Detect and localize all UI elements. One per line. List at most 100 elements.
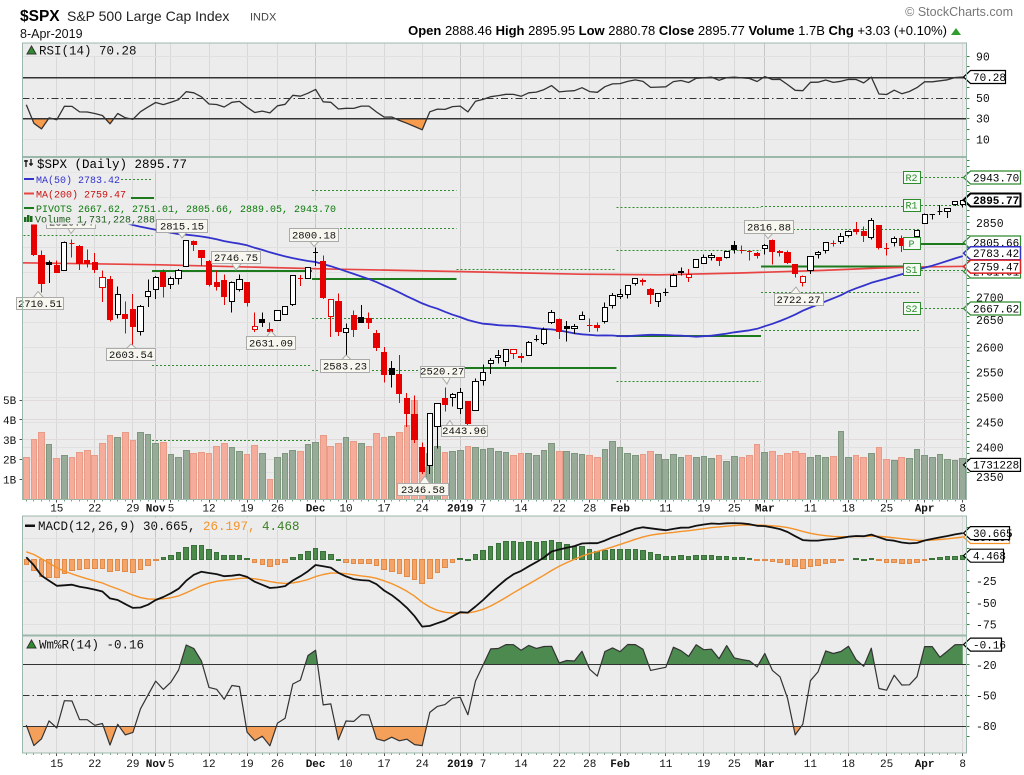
svg-text:R1: R1 bbox=[905, 202, 917, 213]
svg-text:Dec: Dec bbox=[306, 759, 326, 770]
svg-text:25: 25 bbox=[880, 504, 893, 516]
svg-text:11: 11 bbox=[804, 504, 818, 516]
svg-text:2816.88: 2816.88 bbox=[747, 223, 791, 235]
svg-text:26: 26 bbox=[271, 759, 284, 770]
svg-text:2500: 2500 bbox=[976, 393, 1004, 406]
svg-text:2943.70: 2943.70 bbox=[973, 173, 1019, 185]
svg-text:24: 24 bbox=[416, 759, 430, 770]
svg-text:90: 90 bbox=[976, 52, 990, 65]
svg-text:2019: 2019 bbox=[447, 759, 473, 770]
svg-text:17: 17 bbox=[377, 504, 390, 516]
svg-text:2650: 2650 bbox=[976, 315, 1004, 328]
svg-text:26: 26 bbox=[271, 504, 284, 516]
svg-text:2722.27: 2722.27 bbox=[776, 295, 820, 307]
svg-text:2895.77: 2895.77 bbox=[973, 196, 1019, 208]
svg-text:-20: -20 bbox=[976, 660, 997, 673]
svg-text:8: 8 bbox=[959, 759, 966, 770]
svg-text:15: 15 bbox=[50, 504, 63, 516]
svg-text:Nov: Nov bbox=[146, 504, 166, 516]
svg-text:2600: 2600 bbox=[976, 343, 1004, 356]
svg-text:17: 17 bbox=[377, 759, 390, 770]
svg-text:© StockCharts.com: © StockCharts.com bbox=[905, 5, 1013, 19]
svg-text:Wm%R(14) -0.16: Wm%R(14) -0.16 bbox=[39, 639, 144, 653]
svg-text:2346.58: 2346.58 bbox=[401, 485, 445, 497]
svg-text:22: 22 bbox=[88, 504, 101, 516]
svg-text:Mar: Mar bbox=[755, 504, 775, 516]
svg-text:R2: R2 bbox=[905, 174, 917, 185]
svg-text:29: 29 bbox=[126, 504, 139, 516]
svg-text:2800.18: 2800.18 bbox=[292, 231, 336, 243]
svg-text:5: 5 bbox=[168, 759, 175, 770]
svg-text:2450: 2450 bbox=[976, 417, 1004, 430]
svg-text:10: 10 bbox=[339, 759, 352, 770]
svg-text:10: 10 bbox=[976, 134, 990, 147]
svg-text:Dec: Dec bbox=[306, 504, 326, 516]
svg-text:-80: -80 bbox=[976, 721, 997, 734]
svg-text:18: 18 bbox=[842, 759, 855, 770]
svg-text:18: 18 bbox=[842, 504, 855, 516]
svg-text:-50: -50 bbox=[976, 598, 997, 611]
svg-text:19: 19 bbox=[697, 504, 710, 516]
svg-text:$SPX: $SPX bbox=[20, 8, 60, 25]
svg-text:$SPX (Daily) 2895.77: $SPX (Daily) 2895.77 bbox=[37, 158, 187, 172]
svg-text:26.197,: 26.197, bbox=[203, 520, 256, 534]
svg-text:2746.75: 2746.75 bbox=[214, 253, 258, 265]
svg-text:2B: 2B bbox=[3, 456, 17, 468]
svg-text:INDX: INDX bbox=[250, 12, 277, 24]
svg-text:8-Apr-2019: 8-Apr-2019 bbox=[20, 27, 83, 41]
svg-text:11: 11 bbox=[659, 759, 673, 770]
svg-text:Feb: Feb bbox=[610, 759, 630, 770]
svg-text:12: 12 bbox=[202, 759, 215, 770]
svg-text:14: 14 bbox=[514, 504, 528, 516]
svg-text:14: 14 bbox=[514, 759, 528, 770]
svg-text:Nov: Nov bbox=[146, 759, 166, 770]
svg-text:Volume 1,731,228,288: Volume 1,731,228,288 bbox=[35, 215, 155, 227]
svg-text:1B: 1B bbox=[3, 476, 17, 488]
svg-text:29: 29 bbox=[126, 759, 139, 770]
svg-text:25: 25 bbox=[728, 504, 741, 516]
svg-text:4.468: 4.468 bbox=[262, 520, 300, 534]
svg-text:19: 19 bbox=[240, 504, 253, 516]
svg-text:-50: -50 bbox=[976, 691, 997, 704]
svg-text:3B: 3B bbox=[3, 436, 17, 448]
svg-text:2520.27: 2520.27 bbox=[420, 367, 464, 379]
svg-text:MACD(12,26,9) 30.665,: MACD(12,26,9) 30.665, bbox=[38, 520, 196, 534]
svg-text:5: 5 bbox=[168, 504, 175, 516]
svg-text:50: 50 bbox=[976, 93, 990, 106]
svg-text:7: 7 bbox=[480, 504, 487, 516]
svg-text:2667.62: 2667.62 bbox=[973, 304, 1019, 316]
svg-text:S&P 500 Large Cap Index: S&P 500 Large Cap Index bbox=[67, 8, 229, 24]
svg-text:2815.15: 2815.15 bbox=[160, 222, 204, 234]
svg-text:30: 30 bbox=[976, 114, 990, 127]
svg-text:12: 12 bbox=[202, 504, 215, 516]
svg-text:28: 28 bbox=[583, 504, 596, 516]
svg-text:Feb: Feb bbox=[610, 504, 630, 516]
svg-text:11: 11 bbox=[659, 504, 673, 516]
svg-text:S2: S2 bbox=[905, 305, 917, 316]
svg-text:2759.47: 2759.47 bbox=[973, 262, 1019, 274]
svg-text:2019: 2019 bbox=[447, 504, 473, 516]
svg-text:11: 11 bbox=[804, 759, 818, 770]
svg-text:2850: 2850 bbox=[976, 218, 1004, 231]
svg-text:19: 19 bbox=[240, 759, 253, 770]
svg-text:25: 25 bbox=[880, 759, 893, 770]
svg-text:Apr: Apr bbox=[915, 759, 935, 770]
svg-text:25: 25 bbox=[728, 759, 741, 770]
svg-text:-75: -75 bbox=[976, 619, 997, 632]
svg-text:19: 19 bbox=[697, 759, 710, 770]
svg-text:5B: 5B bbox=[3, 396, 17, 408]
svg-text:2783.42: 2783.42 bbox=[973, 249, 1019, 261]
svg-text:22: 22 bbox=[88, 759, 101, 770]
svg-text:7: 7 bbox=[480, 759, 487, 770]
svg-text:RSI(14) 70.28: RSI(14) 70.28 bbox=[39, 45, 137, 59]
svg-text:2710.51: 2710.51 bbox=[18, 299, 62, 311]
svg-text:2400: 2400 bbox=[976, 442, 1004, 455]
svg-text:2631.09: 2631.09 bbox=[249, 339, 293, 351]
svg-text:-0.16: -0.16 bbox=[973, 640, 1006, 652]
svg-text:28: 28 bbox=[583, 759, 596, 770]
svg-text:Apr: Apr bbox=[915, 504, 935, 516]
svg-text:MA(200) 2759.47: MA(200) 2759.47 bbox=[36, 190, 126, 202]
svg-text:22: 22 bbox=[553, 759, 566, 770]
svg-text:70.28: 70.28 bbox=[973, 73, 1006, 85]
svg-text:1731228: 1731228 bbox=[973, 461, 1019, 473]
